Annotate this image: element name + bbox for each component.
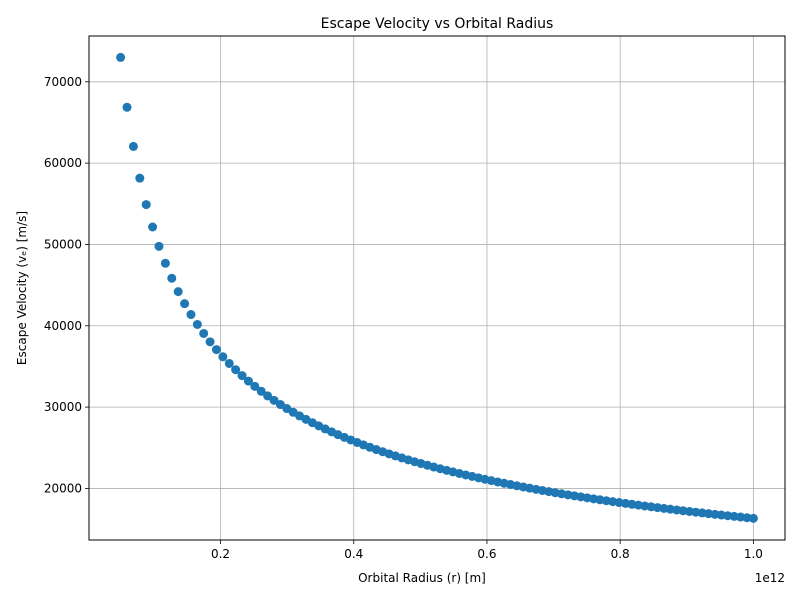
data-point bbox=[180, 299, 190, 309]
data-point bbox=[167, 273, 177, 283]
y-axis-label: Escape Velocity (vₑ) [m/s] bbox=[15, 211, 29, 365]
data-point bbox=[148, 222, 158, 232]
data-point bbox=[199, 328, 209, 338]
data-point bbox=[211, 345, 221, 355]
x-tick-label: 0.4 bbox=[344, 547, 363, 561]
data-point bbox=[154, 241, 164, 251]
data-point bbox=[256, 386, 266, 396]
chart-title: Escape Velocity vs Orbital Radius bbox=[321, 16, 554, 32]
data-point bbox=[160, 258, 170, 268]
plot-area bbox=[89, 36, 785, 540]
y-tick-label: 30000 bbox=[44, 400, 82, 414]
data-point bbox=[186, 310, 196, 320]
data-point bbox=[205, 337, 215, 347]
y-tick-label: 70000 bbox=[44, 75, 82, 89]
data-point bbox=[224, 358, 234, 368]
data-point bbox=[122, 102, 132, 112]
data-point bbox=[231, 365, 241, 375]
data-point bbox=[128, 141, 138, 151]
y-tick-label: 60000 bbox=[44, 156, 82, 170]
data-point bbox=[173, 287, 183, 297]
data-point bbox=[141, 200, 151, 210]
y-tick-label: 50000 bbox=[44, 237, 82, 251]
x-axis-label: Orbital Radius (r) [m] bbox=[358, 571, 486, 585]
plot-frame bbox=[88, 35, 786, 541]
data-point bbox=[250, 381, 260, 391]
data-point bbox=[218, 352, 228, 362]
data-point bbox=[269, 395, 279, 405]
x-tick-label: 1.0 bbox=[744, 547, 763, 561]
x-tick-label: 0.8 bbox=[611, 547, 630, 561]
axis-ticks: 0.2 0.4 0.6 0.8 1.0 20000 30000 40000 50000 60000… bbox=[44, 75, 763, 561]
x-axis-offset-label: 1e12 bbox=[755, 571, 785, 585]
data-point bbox=[116, 52, 126, 62]
x-tick-label: 0.2 bbox=[211, 547, 230, 561]
data-point bbox=[192, 319, 202, 329]
y-tick-label: 20000 bbox=[44, 481, 82, 495]
data-point bbox=[243, 376, 253, 386]
data-point bbox=[748, 513, 758, 523]
grid-lines bbox=[89, 36, 785, 540]
data-point bbox=[135, 173, 145, 183]
scatter-points bbox=[116, 52, 758, 523]
data-point bbox=[237, 371, 247, 381]
y-tick-label: 40000 bbox=[44, 319, 82, 333]
data-point bbox=[263, 391, 273, 401]
x-tick-label: 0.6 bbox=[477, 547, 496, 561]
